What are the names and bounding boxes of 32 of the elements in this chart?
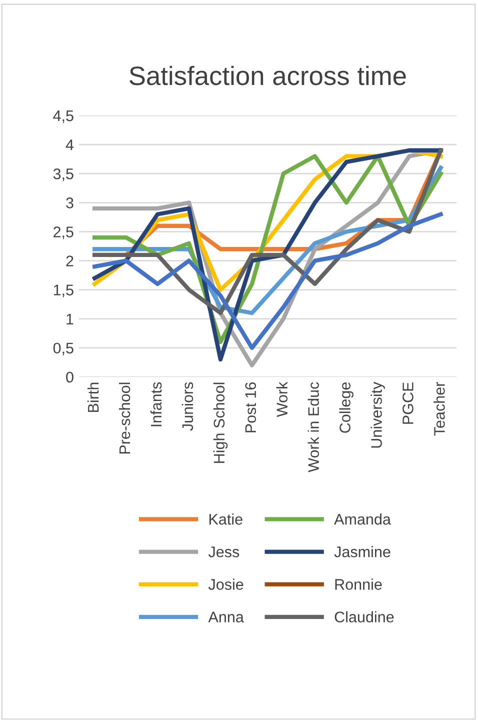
y-tick-label: 1,5: [54, 284, 74, 298]
x-tick-label: Birth: [87, 382, 99, 412]
x-tick-label: PGCE: [402, 382, 414, 424]
x-tick-label: University: [370, 382, 385, 448]
x-tick-label: Pre-school: [118, 382, 130, 454]
x-tick-label: Teacher: [434, 382, 445, 436]
legend-label: Ronnie: [335, 578, 382, 590]
y-tick-label: 4: [66, 140, 74, 150]
legend-label: Amanda: [334, 513, 391, 525]
x-tick-label: Post 16: [245, 382, 256, 432]
legend-label: Anna: [208, 612, 244, 622]
legend-label: Jasmine: [334, 546, 390, 558]
y-tick-label: 1: [66, 314, 74, 324]
legend-label: Josie: [208, 578, 244, 590]
x-tick-label: Juniors: [182, 382, 194, 431]
y-tick-label: 0,5: [53, 342, 74, 356]
y-tick-label: 0: [66, 372, 74, 383]
line-series: [92, 212, 443, 350]
legend-label: Claudine: [334, 611, 394, 622]
x-tick-label: Infants: [150, 382, 162, 426]
y-tick-label: 2,5: [54, 226, 74, 240]
chart-title: Satisfaction across time: [130, 66, 406, 86]
y-tick-label: 3,5: [53, 168, 74, 182]
legend-label: Jess: [208, 546, 240, 558]
x-tick-label: College: [339, 382, 354, 433]
y-tick-label: 4,5: [53, 110, 74, 124]
x-tick-label: High School: [213, 382, 228, 463]
x-tick-label: Work: [276, 382, 288, 418]
legend-label: Katie: [209, 513, 242, 525]
x-tick-label: Work in Educ: [308, 382, 319, 472]
y-tick-label: 3: [66, 198, 74, 208]
y-tick-label: 2: [66, 256, 74, 266]
